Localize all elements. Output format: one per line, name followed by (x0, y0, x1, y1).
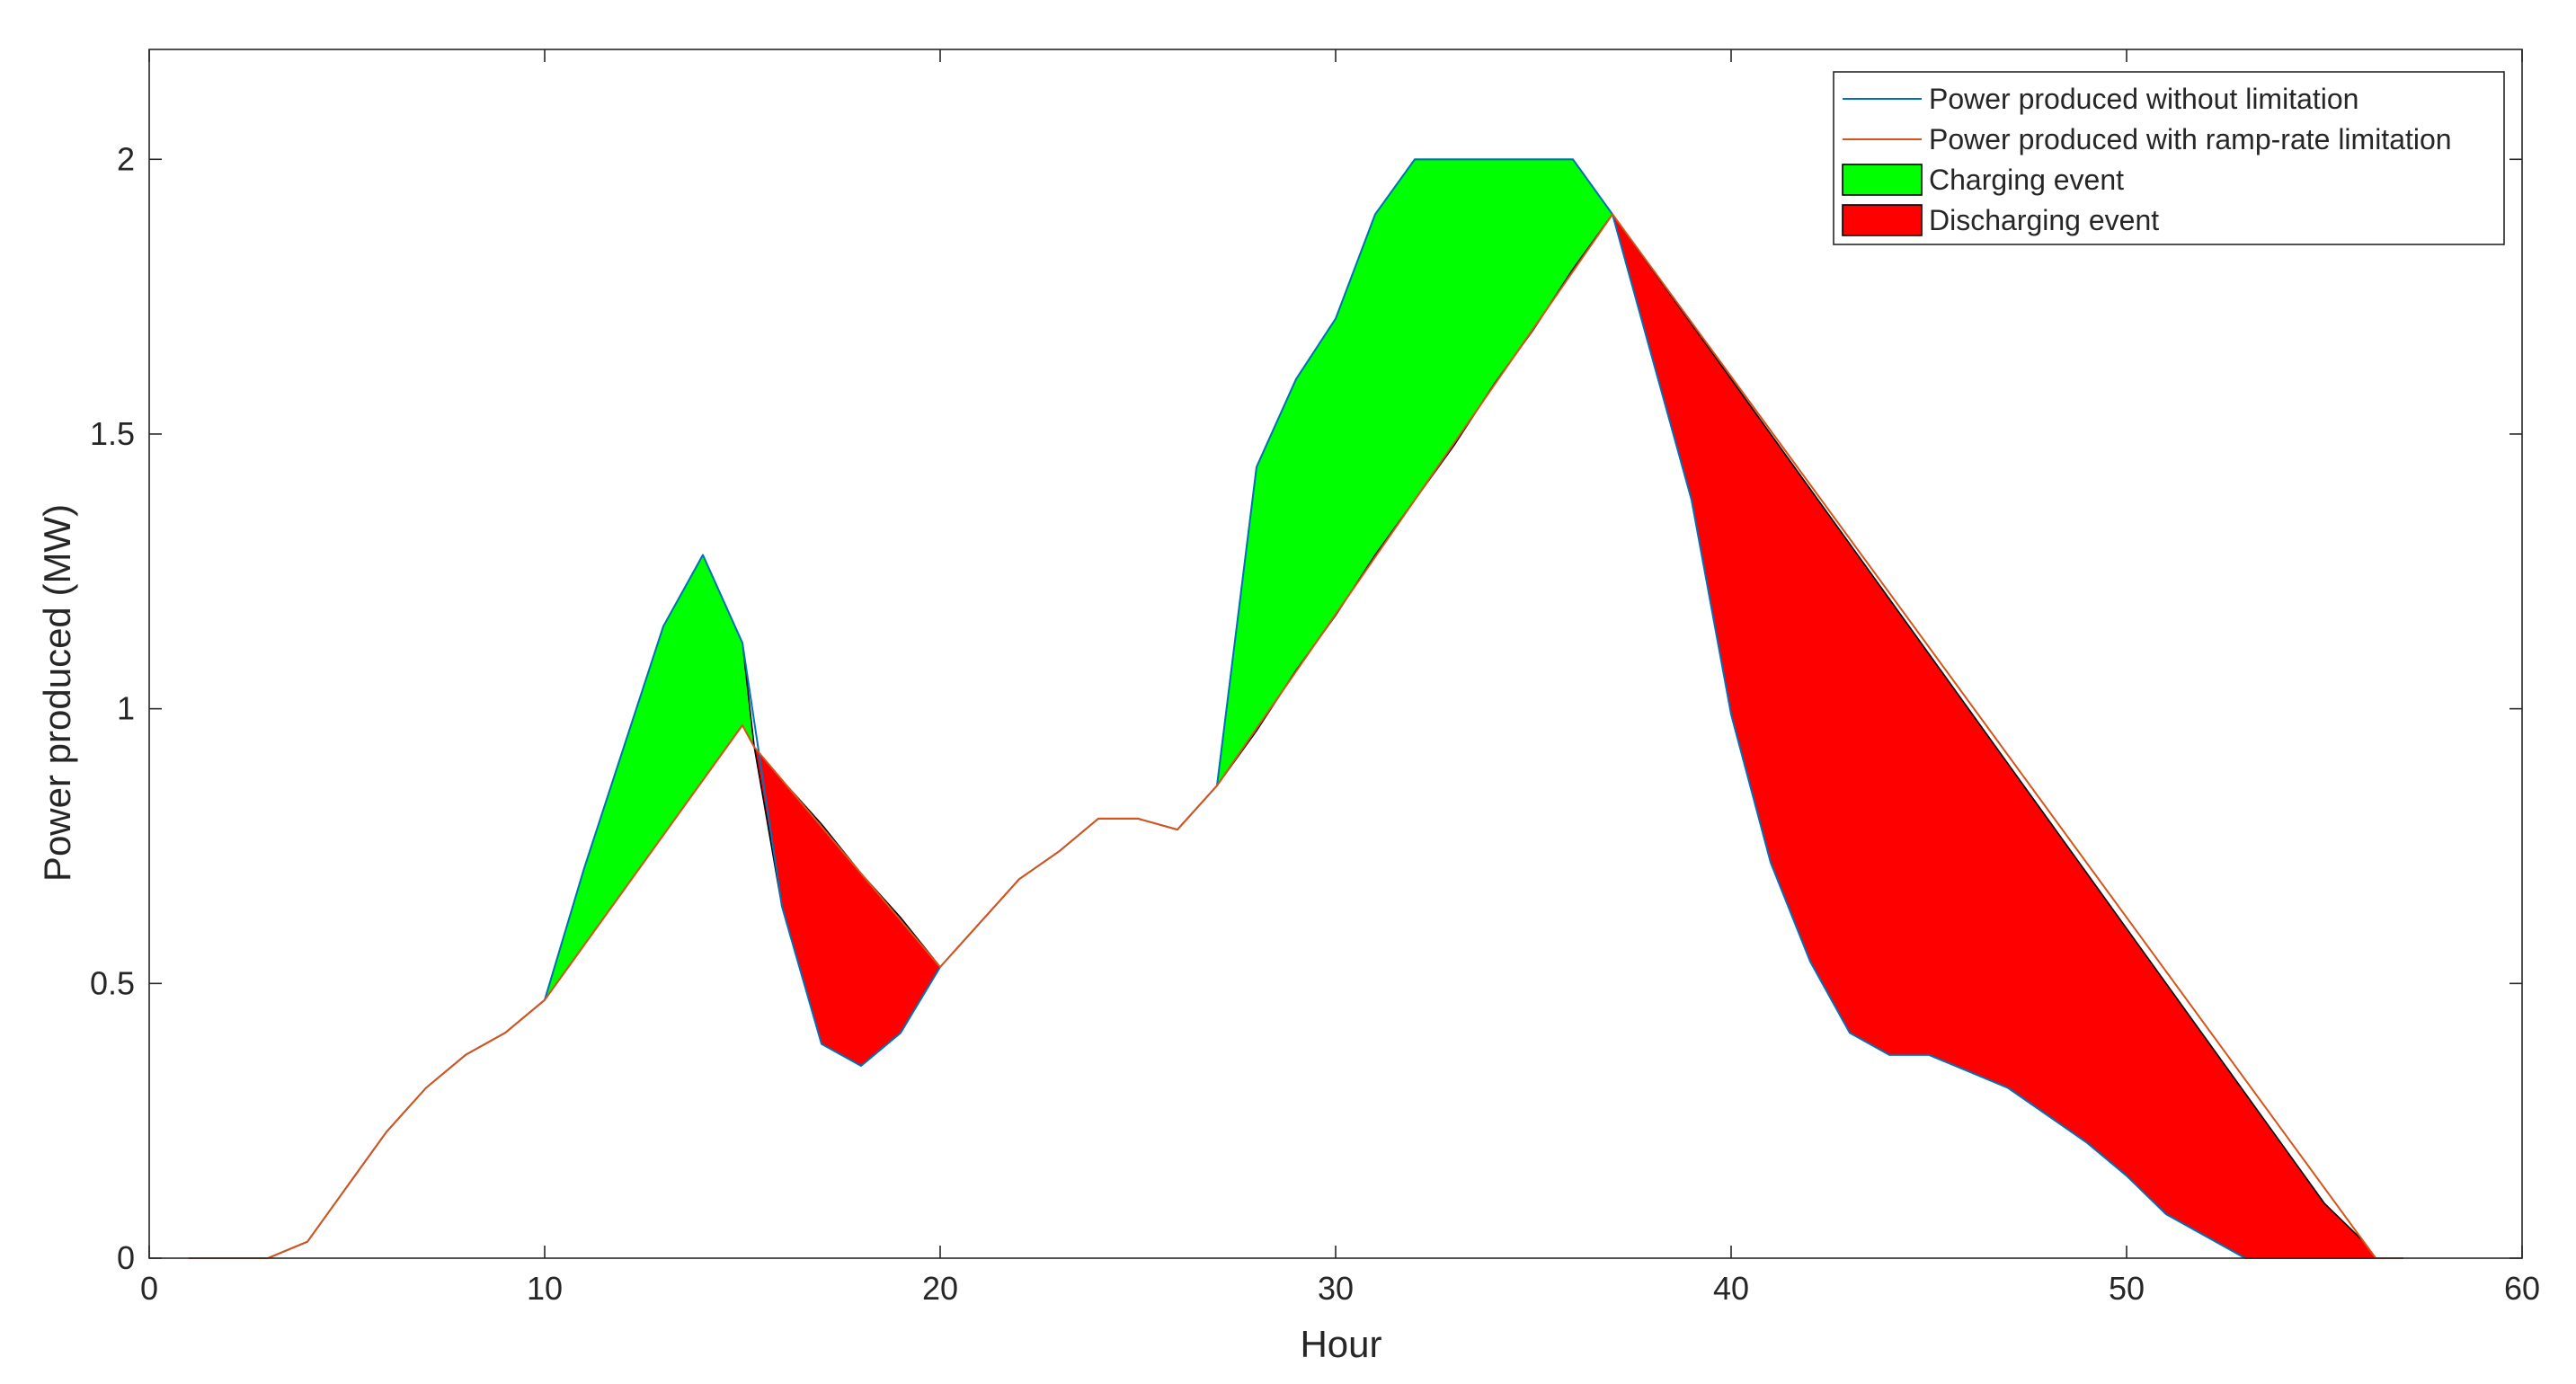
legend: Power produced without limitation Power p… (1833, 71, 2505, 245)
y-tick-label: 0.5 (90, 964, 135, 1001)
x-tick-label: 40 (1713, 1270, 1749, 1307)
x-tick-label: 30 (1318, 1270, 1354, 1307)
legend-patch-swatch (1842, 164, 1923, 196)
x-tick-label: 60 (2504, 1270, 2540, 1307)
y-tick-label: 0 (117, 1239, 135, 1276)
y-tick-label: 1 (117, 690, 135, 727)
x-tick-label: 20 (922, 1270, 958, 1307)
series-line-without-limitation (189, 158, 2403, 1259)
y-axis-label: Power produced (MW) (36, 504, 78, 882)
x-axis-label: Hour (1300, 1323, 1381, 1365)
legend-patch-swatch (1842, 204, 1923, 236)
legend-entry-label: Power produced without limitation (1929, 83, 2358, 115)
series-line-with-ramp-limitation (189, 213, 2403, 1259)
legend-entry-label: Charging event (1929, 164, 2124, 196)
legend-entry-label: Discharging event (1929, 204, 2159, 236)
y-tick-label: 1.5 (90, 415, 135, 452)
y-tick-label: 2 (117, 140, 135, 177)
legend-box (1833, 71, 2505, 245)
legend-entry-label: Power produced with ramp-rate limitation (1929, 123, 2452, 155)
x-tick-label: 10 (527, 1270, 563, 1307)
plot-area (189, 158, 2403, 1259)
axes: 0 10 20 30 40 50 60 0 0.5 1 1.5 2 (90, 49, 2540, 1307)
x-tick-label: 50 (2109, 1270, 2145, 1307)
x-tick-label: 0 (140, 1270, 158, 1307)
